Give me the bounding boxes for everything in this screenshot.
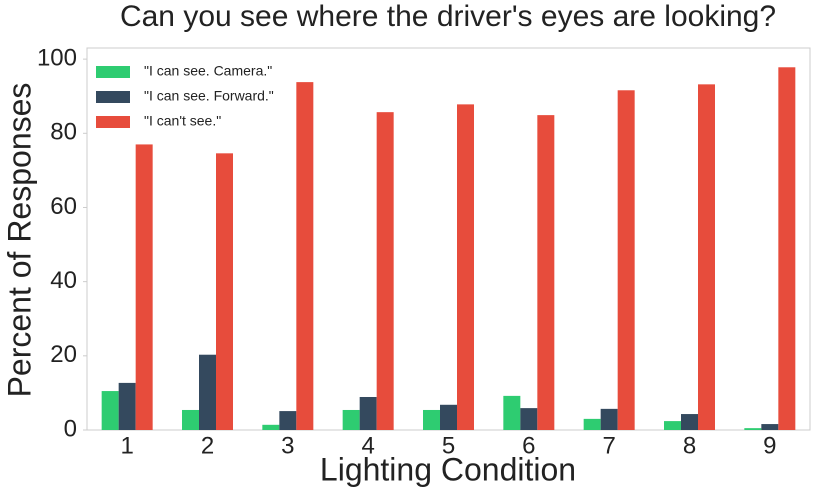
bar — [698, 84, 715, 430]
y-tick-label: 0 — [64, 415, 77, 442]
bar — [617, 90, 635, 431]
chart-title: Can you see where the driver's eyes are … — [120, 0, 776, 33]
bar — [182, 409, 199, 430]
bar — [342, 409, 360, 430]
bar — [664, 421, 681, 430]
legend-swatch — [96, 66, 130, 78]
x-tick-label: 3 — [281, 432, 294, 459]
bar — [520, 408, 538, 430]
x-tick-label: 2 — [201, 432, 214, 459]
x-tick-label: 7 — [602, 432, 615, 459]
bar — [135, 144, 153, 430]
x-tick-label: 6 — [522, 432, 535, 459]
legend-label: "I can't see." — [144, 113, 221, 129]
x-tick-label: 1 — [120, 432, 133, 459]
x-tick-label: 8 — [683, 432, 696, 459]
y-axis-label: Percent of Responses — [1, 83, 37, 398]
x-tick-label: 5 — [442, 432, 455, 459]
y-tick-label: 100 — [37, 44, 77, 71]
bar — [440, 404, 457, 430]
bar — [600, 408, 618, 430]
bar — [101, 391, 119, 430]
x-tick-label: 4 — [361, 432, 374, 459]
y-tick-label: 80 — [50, 119, 77, 146]
bar — [537, 115, 555, 430]
bar — [423, 409, 440, 430]
bar — [262, 424, 280, 430]
legend-swatch — [96, 91, 130, 103]
y-tick-label: 40 — [50, 267, 77, 294]
bar — [118, 382, 136, 430]
bar — [583, 418, 601, 430]
bar — [778, 67, 796, 431]
y-tick-label: 60 — [50, 193, 77, 220]
bar — [761, 424, 779, 430]
bar — [279, 411, 297, 430]
bar — [503, 395, 521, 430]
bar — [744, 428, 762, 430]
y-tick-label: 20 — [50, 341, 77, 368]
bar — [376, 112, 394, 430]
bar — [457, 104, 474, 431]
x-axis-label: Lighting Condition — [320, 451, 576, 487]
x-tick-label: 9 — [763, 432, 776, 459]
bar — [216, 153, 233, 430]
bar — [681, 414, 698, 430]
legend-label: "I can see. Forward." — [144, 88, 274, 104]
bar — [199, 354, 216, 430]
legend-swatch — [96, 116, 130, 128]
bar — [359, 396, 377, 430]
legend-label: "I can see. Camera." — [144, 63, 272, 79]
bar — [296, 82, 314, 430]
